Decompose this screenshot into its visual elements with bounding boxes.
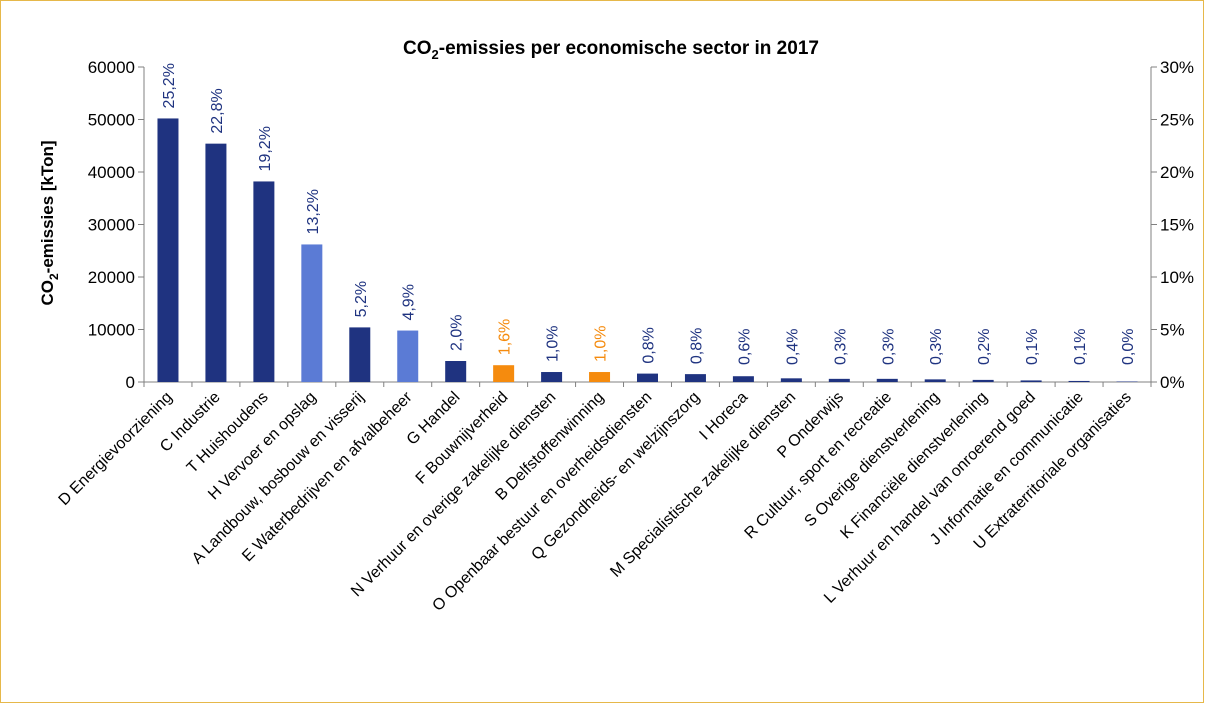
bar bbox=[397, 330, 419, 382]
bar bbox=[1116, 381, 1138, 382]
y2-tick-label: 5% bbox=[1160, 321, 1185, 340]
y-tick-label: 50000 bbox=[88, 111, 135, 130]
data-label: 5,2% bbox=[353, 281, 370, 317]
data-label: 0,2% bbox=[976, 329, 993, 365]
bar bbox=[972, 379, 994, 382]
y-axis-title: CO2-emissies [kTon] bbox=[38, 140, 61, 305]
data-labels: 25,2% 22,8% 19,2% 13,2% 5,2% 4,9% 2,0% 1,6% 1,0%… bbox=[161, 63, 1137, 365]
y2-tick-label: 10% bbox=[1160, 268, 1194, 287]
bar bbox=[1020, 380, 1042, 382]
bar bbox=[780, 378, 802, 382]
bar bbox=[301, 244, 323, 382]
bar bbox=[1068, 380, 1090, 382]
y-tick-label: 20000 bbox=[88, 268, 135, 287]
bar bbox=[828, 378, 850, 382]
y2-tick-label: 20% bbox=[1160, 163, 1194, 182]
svg-text:CO2-emissies [kTon]: CO2-emissies [kTon] bbox=[38, 140, 61, 305]
bar bbox=[541, 372, 563, 382]
data-label: 0,4% bbox=[784, 329, 801, 365]
data-label: 1,0% bbox=[593, 326, 610, 362]
bar bbox=[924, 379, 946, 382]
data-label: 22,8% bbox=[209, 88, 226, 133]
data-label: 25,2% bbox=[161, 63, 178, 108]
category-label: A Landbouw, bosbouw en visserij bbox=[189, 389, 368, 568]
data-label: 0,8% bbox=[688, 328, 705, 364]
data-label: 0,1% bbox=[1024, 329, 1041, 365]
bar bbox=[205, 143, 227, 382]
category-label: O Openbaar bestuur en overheidsdiensten bbox=[429, 389, 655, 615]
bar bbox=[876, 378, 898, 382]
y-tick-label: 60000 bbox=[88, 58, 135, 77]
y2-tick-label: 25% bbox=[1160, 111, 1194, 130]
bar bbox=[349, 327, 371, 382]
y-tick-label: 40000 bbox=[88, 163, 135, 182]
chart-title: CO2-emissies per economische sector in 2… bbox=[403, 38, 819, 62]
bar bbox=[253, 181, 275, 382]
data-label: 1,0% bbox=[545, 326, 562, 362]
category-label: E Waterbedrijven en afvalbeheer bbox=[239, 388, 416, 565]
bar bbox=[637, 373, 658, 382]
data-label: 0,1% bbox=[1072, 329, 1089, 365]
y2-tick-label: 30% bbox=[1160, 58, 1194, 77]
data-label: 0,3% bbox=[880, 329, 897, 365]
bar bbox=[589, 372, 611, 382]
data-label: 0,8% bbox=[641, 327, 658, 363]
category-label: D Energievoorziening bbox=[56, 389, 176, 509]
data-label: 19,2% bbox=[257, 126, 274, 171]
category-label: T Huishoudens bbox=[184, 389, 272, 477]
data-label: 0,3% bbox=[928, 329, 945, 365]
data-label: 0,0% bbox=[1120, 329, 1137, 365]
data-label: 0,6% bbox=[736, 329, 753, 365]
y-tick-label: 30000 bbox=[88, 216, 135, 235]
data-label: 0,3% bbox=[832, 329, 849, 365]
y-tick-label: 10000 bbox=[88, 321, 135, 340]
y-tick-label: 0 bbox=[126, 373, 135, 392]
y2-tick-label: 0% bbox=[1160, 373, 1185, 392]
data-label: 2,0% bbox=[449, 315, 466, 351]
data-label: 13,2% bbox=[305, 189, 322, 234]
data-label: 1,6% bbox=[497, 319, 514, 355]
y2-tick-label: 15% bbox=[1160, 216, 1194, 235]
bar bbox=[732, 376, 754, 382]
bar bbox=[157, 118, 179, 382]
axes: 0 10000 20000 30000 40000 50000 60000 0% 5% 10% 15… bbox=[88, 58, 1194, 392]
bar bbox=[684, 374, 706, 382]
bar bbox=[493, 365, 515, 382]
data-label: 4,9% bbox=[401, 284, 418, 320]
bars bbox=[157, 118, 1138, 382]
bar bbox=[445, 361, 467, 382]
